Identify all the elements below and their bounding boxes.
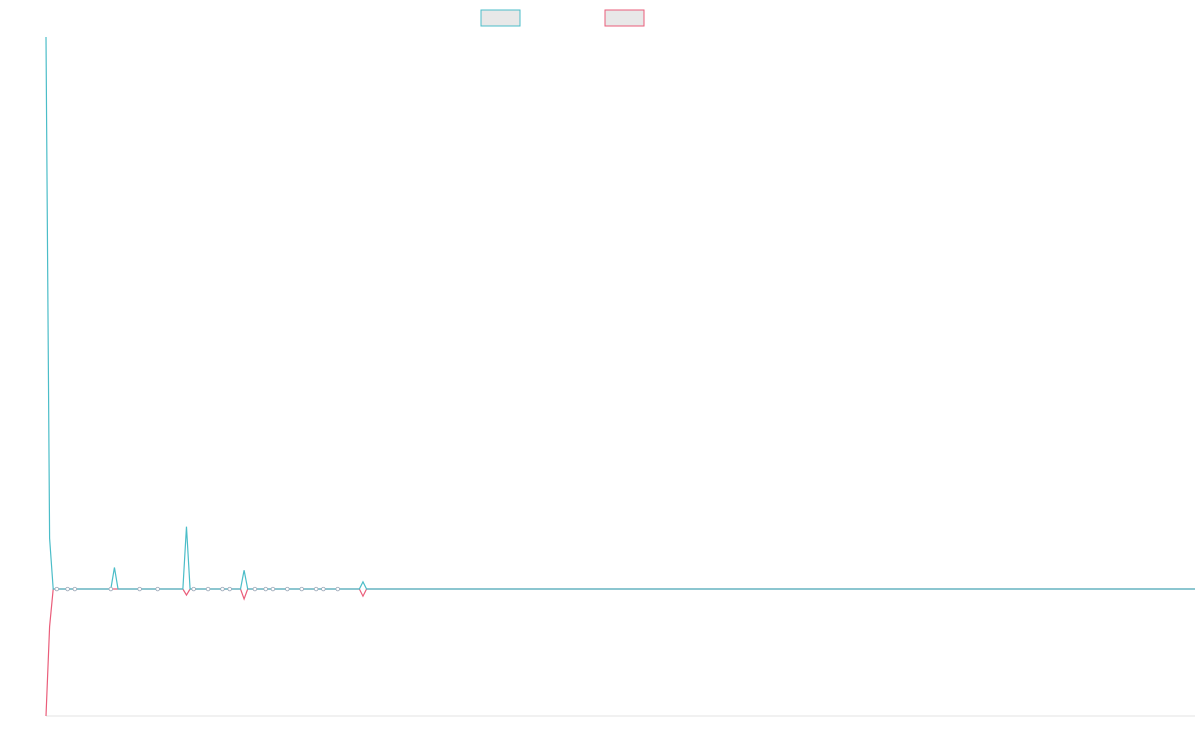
series-line-2 xyxy=(45,588,1195,717)
data-point-marker-5 xyxy=(137,586,142,592)
legend-swatch-series-2 xyxy=(604,9,645,27)
data-point-marker-11 xyxy=(252,586,258,592)
data-point-marker-10 xyxy=(227,586,232,592)
data-point-marker-16 xyxy=(313,586,319,592)
legend xyxy=(480,9,645,27)
data-point-marker-8 xyxy=(205,586,211,592)
data-point-marker-6 xyxy=(155,586,160,592)
data-point-marker-14 xyxy=(285,586,290,592)
data-point-marker-18 xyxy=(335,586,340,592)
legend-swatch-series-1 xyxy=(480,9,521,27)
data-point-marker-1 xyxy=(54,586,60,592)
series-line-1 xyxy=(45,36,1195,590)
data-point-marker-7 xyxy=(191,586,196,592)
data-point-marker-4 xyxy=(108,586,114,592)
data-point-marker-2 xyxy=(65,586,70,592)
data-point-marker-15 xyxy=(299,586,304,592)
data-point-marker-9 xyxy=(220,586,225,592)
data-point-marker-13 xyxy=(270,586,276,592)
data-point-marker-17 xyxy=(321,586,326,592)
series-lines xyxy=(45,36,1195,717)
point-markers xyxy=(54,586,340,592)
data-point-marker-12 xyxy=(263,586,268,592)
data-point-marker-3 xyxy=(72,586,78,592)
